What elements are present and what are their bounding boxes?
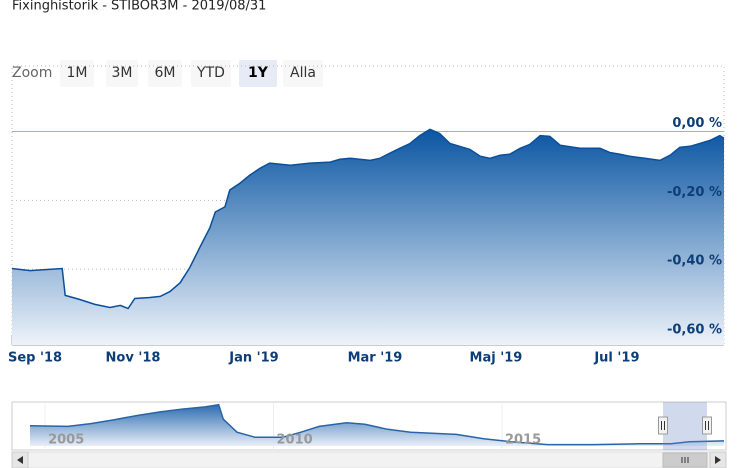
range-button[interactable] — [239, 60, 277, 87]
range-button[interactable] — [283, 60, 323, 87]
x-tick-label: Nov '18 — [106, 351, 161, 366]
navigator-selection[interactable] — [663, 402, 707, 450]
range-button[interactable] — [106, 60, 138, 87]
y-tick-label: -0,60 % — [667, 323, 722, 338]
area-line — [11, 128, 725, 310]
navigator-tick-label: 2010 — [277, 433, 313, 448]
y-tick-label: -0,40 % — [667, 254, 722, 269]
range-selector: Zoom 1M 3M 6M YTD 1Y Alla — [12, 60, 323, 87]
navigator-handle[interactable] — [658, 416, 668, 435]
navigator-tick-label: 2015 — [505, 433, 541, 448]
y-tick-label: -0,20 % — [667, 185, 722, 200]
chart-title: Fixinghistorik - STIBOR3M - 2019/08/31 — [12, 0, 266, 14]
navigator-tick-label: 2005 — [48, 433, 84, 448]
y-tick-label: 0,00 % — [672, 116, 722, 131]
x-tick-label: Maj '19 — [470, 351, 523, 366]
x-tick-label: Mar '19 — [348, 351, 403, 366]
scrollbar[interactable] — [11, 451, 727, 468]
zoom-label: Zoom — [12, 65, 52, 81]
range-button[interactable] — [148, 60, 182, 87]
range-button-label: 3M — [112, 65, 133, 81]
range-button-label: 6M — [155, 65, 176, 81]
x-tick-label: Jan '19 — [228, 351, 278, 366]
range-button-label: 1Y — [248, 65, 269, 81]
x-tick-label: Sep '18 — [8, 351, 62, 366]
area-line — [29, 403, 725, 446]
area-fill — [12, 129, 724, 345]
range-button-label: Alla — [290, 65, 316, 81]
x-tick-label: Jul '19 — [593, 351, 639, 366]
area-fill — [30, 404, 724, 446]
navigator-frame — [11, 401, 727, 451]
range-button-label: YTD — [196, 65, 225, 81]
navigator: 2005 2010 2015 — [29, 402, 725, 450]
range-button[interactable] — [60, 60, 94, 87]
range-button[interactable] — [191, 60, 231, 87]
main-plot: Sep '18 Nov '18 Jan '19 Mar '19 Maj '19 Jul '… — [8, 65, 725, 366]
navigator-handle[interactable] — [702, 416, 712, 435]
range-button-label: 1M — [67, 65, 88, 81]
